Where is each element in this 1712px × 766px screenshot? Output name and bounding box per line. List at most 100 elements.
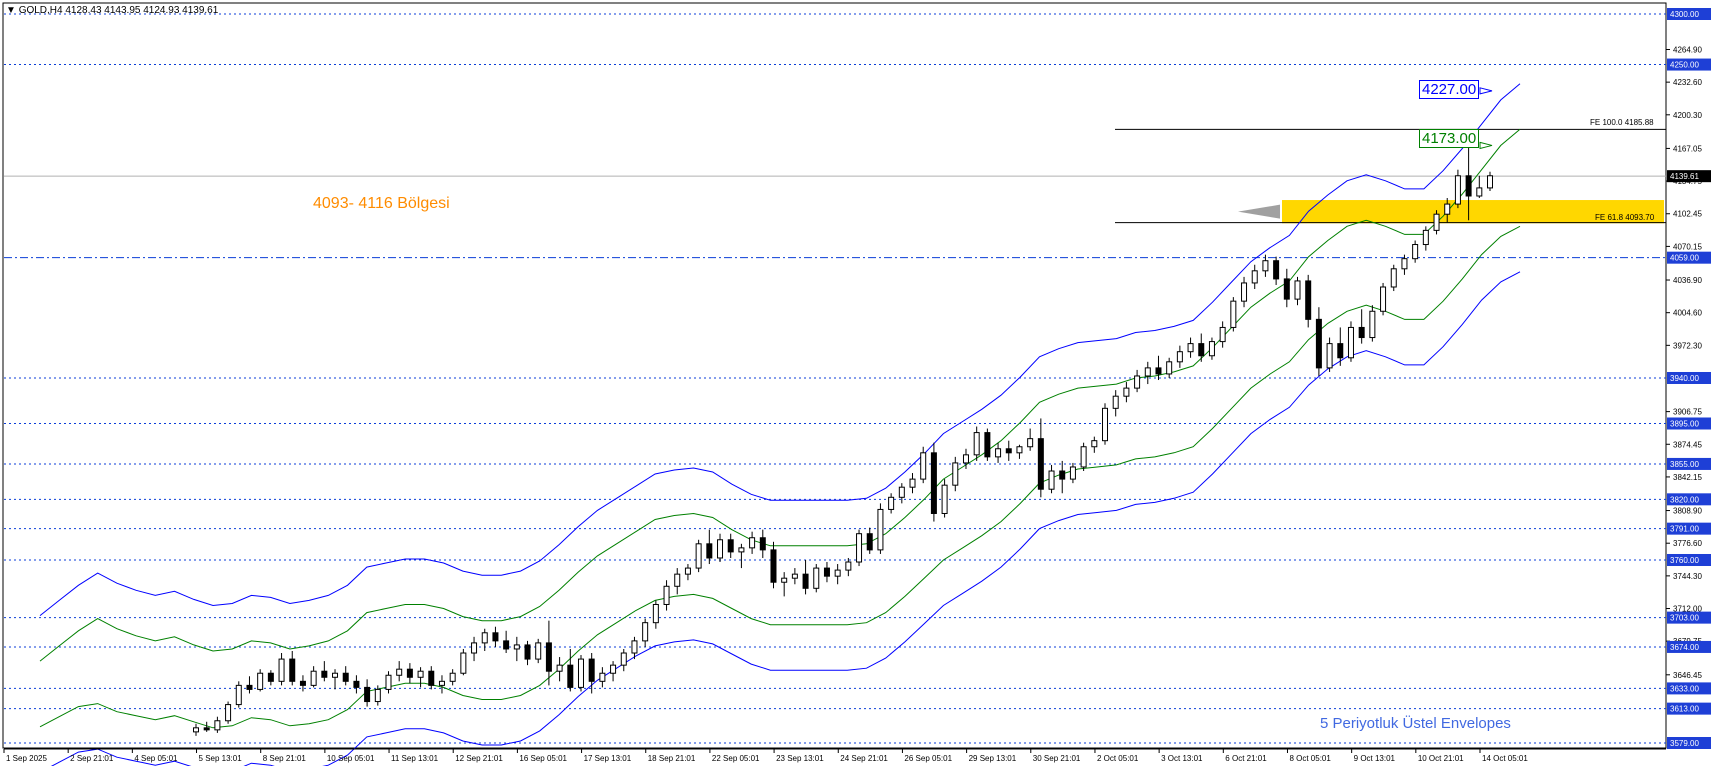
level-label: 3855.00 bbox=[1670, 460, 1699, 469]
candle-body bbox=[642, 622, 649, 642]
candle-body bbox=[1251, 270, 1258, 284]
target-high-label: 4227.00 bbox=[1419, 80, 1480, 99]
level-label-box bbox=[1667, 58, 1711, 71]
candle-body bbox=[813, 567, 820, 589]
candle-body bbox=[535, 642, 542, 660]
candle-body bbox=[1208, 341, 1215, 357]
candle-body bbox=[1487, 175, 1493, 189]
candle-body bbox=[1166, 361, 1173, 375]
candle-body bbox=[717, 539, 724, 559]
level-label-box bbox=[1667, 611, 1711, 624]
candle-body bbox=[332, 672, 339, 678]
candle-body bbox=[706, 543, 713, 559]
candle-body bbox=[738, 547, 745, 553]
fe618-label: FE 61.8 4093.70 bbox=[1595, 213, 1655, 222]
level-label: 3940.00 bbox=[1670, 374, 1699, 383]
current-price-box bbox=[1667, 170, 1711, 183]
candle-body bbox=[1315, 318, 1322, 369]
candle-body bbox=[214, 720, 221, 731]
candle-body bbox=[1262, 260, 1269, 272]
candle-body bbox=[1454, 175, 1461, 205]
time-tick-label: 11 Sep 13:01 bbox=[391, 754, 439, 763]
candle-body bbox=[684, 567, 691, 575]
time-tick-label: 23 Sep 13:01 bbox=[776, 754, 824, 763]
time-tick-label: 17 Sep 13:01 bbox=[584, 754, 632, 763]
time-tick-label: 30 Sep 21:01 bbox=[1033, 754, 1081, 763]
candle-body bbox=[299, 680, 306, 686]
candle-body bbox=[1476, 187, 1483, 197]
candle-body bbox=[695, 543, 702, 569]
candle-body bbox=[1390, 268, 1397, 288]
level-label: 3791.00 bbox=[1670, 525, 1699, 534]
time-tick-label: 14 Oct 05:01 bbox=[1482, 754, 1528, 763]
candle-body bbox=[1294, 280, 1301, 300]
candle-body bbox=[1016, 446, 1023, 454]
time-tick-label: 10 Sep 05:01 bbox=[327, 754, 375, 763]
candle-body bbox=[898, 486, 905, 498]
candle-body bbox=[749, 537, 756, 549]
candle-body bbox=[599, 672, 606, 682]
candle-body bbox=[353, 680, 360, 688]
candle-body bbox=[1048, 470, 1055, 490]
candle-body bbox=[524, 644, 531, 660]
candle-body bbox=[471, 642, 478, 654]
level-label: 3633.00 bbox=[1670, 684, 1699, 693]
candle-body bbox=[952, 462, 959, 486]
axis-tick-label: 3906.75 bbox=[1673, 408, 1702, 417]
time-tick-label: 18 Sep 21:01 bbox=[648, 754, 696, 763]
current-price-label: 4139.61 bbox=[1670, 172, 1699, 181]
envelope-inner-upper bbox=[39, 128, 1521, 662]
candle-body bbox=[920, 452, 927, 480]
candle-body bbox=[770, 549, 777, 583]
candle-body bbox=[802, 573, 809, 589]
candle-body bbox=[759, 537, 766, 551]
level-label: 3674.00 bbox=[1670, 643, 1699, 652]
candle-body bbox=[1176, 351, 1183, 363]
time-tick-label: 26 Sep 05:01 bbox=[904, 754, 952, 763]
axis-tick-label: 4264.90 bbox=[1673, 45, 1702, 54]
candle-body bbox=[663, 585, 670, 605]
candle-body bbox=[364, 686, 371, 703]
candle-body bbox=[1155, 367, 1162, 375]
time-tick-label: 5 Sep 13:01 bbox=[199, 754, 243, 763]
axis-tick-label: 3776.60 bbox=[1673, 539, 1702, 548]
time-tick-label: 6 Oct 21:01 bbox=[1225, 754, 1267, 763]
candle-body bbox=[406, 668, 413, 678]
candle-body bbox=[449, 672, 456, 682]
candle-body bbox=[513, 644, 520, 650]
candle-body bbox=[417, 670, 424, 678]
time-tick-label: 8 Sep 21:01 bbox=[263, 754, 307, 763]
level-label-box bbox=[1667, 522, 1711, 535]
candle-body bbox=[610, 664, 617, 674]
candle-body bbox=[781, 577, 788, 583]
target-mid-marker bbox=[1479, 141, 1493, 150]
candle-body bbox=[845, 561, 852, 571]
time-tick-label: 3 Oct 13:01 bbox=[1161, 754, 1203, 763]
candle-body bbox=[438, 680, 445, 686]
level-label-box bbox=[1667, 640, 1711, 653]
candle-body bbox=[1112, 395, 1119, 409]
price-axis: 4264.904232.604200.304167.054134.754102.… bbox=[1666, 8, 1711, 749]
candle-body bbox=[545, 642, 552, 672]
time-tick-label: 2 Sep 21:01 bbox=[70, 754, 114, 763]
level-label: 4300.00 bbox=[1670, 10, 1699, 19]
time-tick-label: 9 Oct 13:01 bbox=[1354, 754, 1396, 763]
candle-body bbox=[1433, 213, 1440, 231]
candle-body bbox=[1422, 229, 1429, 246]
candle-body bbox=[267, 672, 274, 682]
level-label-box bbox=[1667, 702, 1711, 715]
time-axis: 1 Sep 2025 2 Sep 21:01 4 Sep 05:01 5 Sep 13… bbox=[3, 748, 1666, 763]
candle-body bbox=[1080, 446, 1087, 468]
time-tick-label: 10 Oct 21:01 bbox=[1418, 754, 1464, 763]
axis-tick-label: 4070.15 bbox=[1673, 242, 1702, 251]
level-label: 3760.00 bbox=[1670, 556, 1699, 565]
horizontal-levels bbox=[4, 13, 1666, 744]
candle-body bbox=[1412, 244, 1419, 260]
candle-body bbox=[1123, 387, 1130, 397]
candle-body bbox=[877, 508, 884, 551]
level-label: 3820.00 bbox=[1670, 495, 1699, 504]
level-label-box bbox=[1667, 417, 1711, 430]
candle-body bbox=[1358, 326, 1365, 339]
time-tick-label: 29 Sep 13:01 bbox=[969, 754, 1017, 763]
header-symbol: GOLD,H4 bbox=[18, 5, 63, 16]
